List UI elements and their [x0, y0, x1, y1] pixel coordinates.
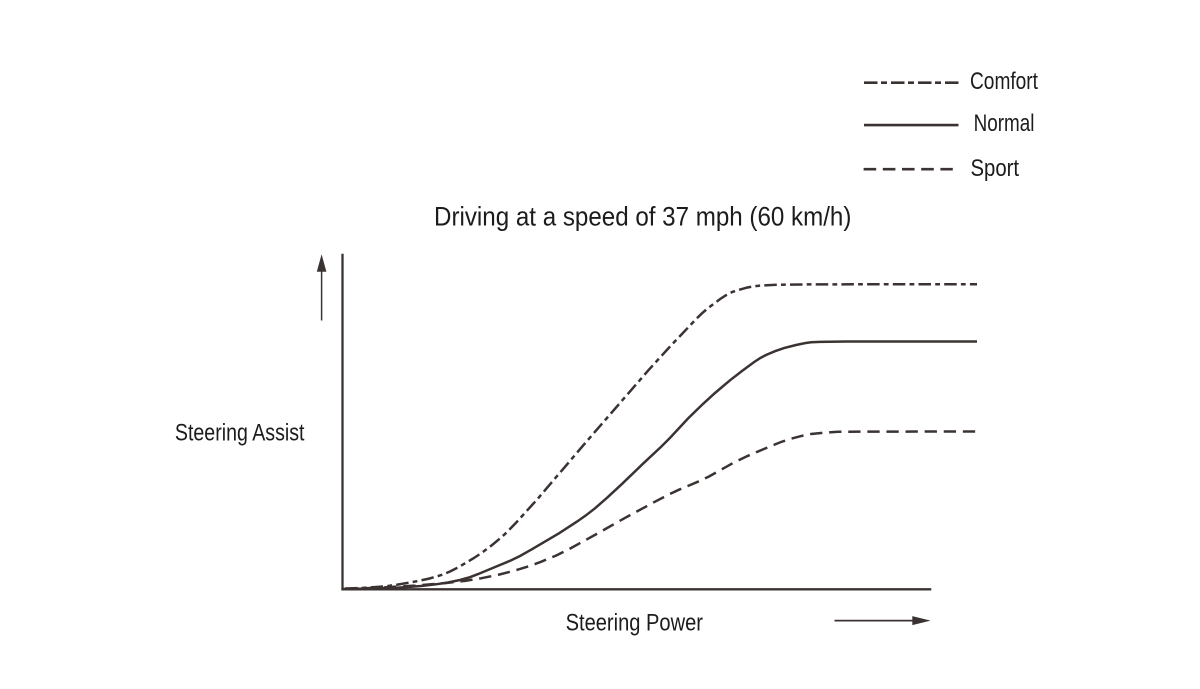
svg-text:Driving at a speed of 37 mph (: Driving at a speed of 37 mph (60 km/h): [434, 202, 851, 232]
svg-text:Normal: Normal: [974, 110, 1035, 137]
svg-text:Steering Power: Steering Power: [566, 610, 703, 637]
svg-text:Steering Assist: Steering Assist: [175, 420, 305, 447]
svg-text:Comfort: Comfort: [970, 68, 1038, 95]
svg-text:Sport: Sport: [971, 155, 1020, 182]
